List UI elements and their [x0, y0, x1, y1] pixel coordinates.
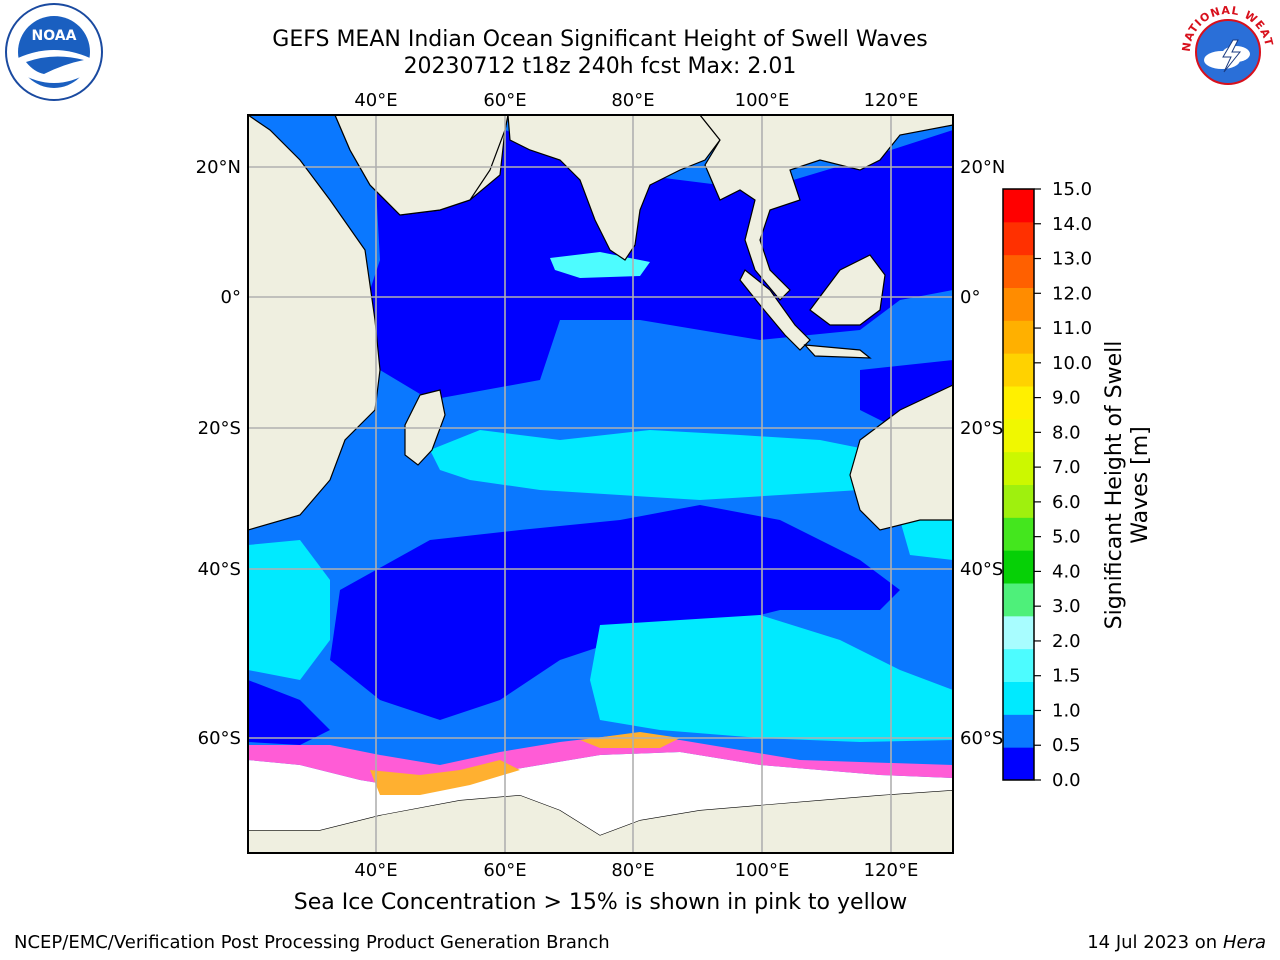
colorbar-segment — [1003, 517, 1034, 551]
colorbar-segment — [1003, 353, 1034, 387]
colorbar-tick-label: 0.0 — [1052, 770, 1081, 791]
swell-region-low-north — [360, 130, 953, 400]
colorbar-tick-label: 9.0 — [1052, 388, 1081, 409]
land-borneo — [809, 254, 886, 326]
colorbar-segment — [1003, 747, 1034, 781]
lon-tick-label-top: 40°E — [354, 90, 397, 111]
colorbar-tick-label: 1.5 — [1052, 666, 1081, 687]
noaa-logo: NOAA — [5, 3, 103, 101]
swell-region-low-south — [330, 505, 900, 720]
colorbar-tick-label: 3.0 — [1052, 596, 1081, 617]
noaa-logo-text: NOAA — [32, 28, 77, 44]
nws-logo: NATIONAL WEATHER SERVICE — [1178, 2, 1276, 100]
colorbar-label: Significant Height of Swell Waves [m] — [1102, 341, 1153, 630]
chart-subtitle: 20230712 t18z 240h fcst Max: 2.01 — [403, 54, 797, 79]
footer-date-text: 14 Jul 2023 on — [1087, 932, 1223, 953]
sea-ice-orange-patch — [370, 732, 680, 795]
lon-tick-label-bottom: 80°E — [611, 860, 654, 881]
colorbar-segment — [1003, 451, 1034, 485]
colorbar-tick-label: 7.0 — [1052, 457, 1081, 478]
colorbar-segment — [1003, 189, 1034, 223]
colorbar-label-line2: Waves [m] — [1128, 426, 1153, 543]
colorbar-segment — [1003, 254, 1034, 288]
lat-tick-label-left: 40°S — [198, 559, 241, 580]
colorbar-segment — [1003, 583, 1034, 617]
colorbar-segment — [1003, 418, 1034, 453]
land-java — [803, 344, 872, 359]
colorbar-segment — [1003, 648, 1034, 682]
colorbar-segment — [1003, 714, 1034, 748]
colorbar-tick-label: 12.0 — [1052, 283, 1092, 304]
colorbar-tick-label: 1.0 — [1052, 700, 1081, 721]
chart-title: GEFS MEAN Indian Ocean Significant Heigh… — [272, 27, 928, 52]
lat-tick-label-right: 60°S — [960, 728, 1003, 749]
colorbar-tick-label: 15.0 — [1052, 179, 1092, 200]
swell-region-low-southwest — [248, 680, 330, 745]
lon-tick-label-top: 120°E — [864, 90, 919, 111]
colorbar-tick-label: 10.0 — [1052, 353, 1092, 374]
colorbar-tick-label: 4.0 — [1052, 561, 1081, 582]
colorbar-tick-label: 13.0 — [1052, 249, 1092, 270]
colorbar-segment — [1003, 287, 1034, 321]
footer-credit: NCEP/EMC/Verification Post Processing Pr… — [14, 932, 610, 953]
sea-ice-white-zone — [248, 752, 953, 835]
colorbar-segment — [1003, 320, 1034, 354]
lat-tick-label-left: 0° — [221, 287, 241, 308]
colorbar-tick-label: 14.0 — [1052, 214, 1092, 235]
lat-tick-label-left: 20°S — [198, 418, 241, 439]
map-axis-labels: 40°E 40°E 60°E 60°E 80°E 80°E 100°E 100°E 120°E 1… — [196, 90, 1006, 881]
colorbar-tick-label: 2.0 — [1052, 631, 1081, 652]
land-sumatra — [739, 269, 811, 351]
lat-tick-label-right: 0° — [960, 287, 980, 308]
colorbar-label-line1: Significant Height of Swell — [1102, 341, 1127, 630]
colorbar-segment — [1003, 221, 1034, 256]
colorbar-segment — [1003, 484, 1034, 518]
swell-region-high-band — [430, 430, 870, 500]
lon-tick-label-bottom: 40°E — [354, 860, 397, 881]
lat-tick-label-right: 20°S — [960, 418, 1003, 439]
land-se-asia — [699, 115, 953, 301]
lon-tick-label-top: 100°E — [735, 90, 790, 111]
map-gridlines — [248, 115, 953, 853]
colorbar-segment — [1003, 386, 1034, 420]
map-frame — [247, 114, 954, 854]
lat-tick-label-left: 20°N — [196, 157, 241, 178]
colorbar-segment — [1003, 550, 1034, 584]
lat-tick-label-right: 40°S — [960, 559, 1003, 580]
colorbar-tick-label: 5.0 — [1052, 527, 1081, 548]
lon-tick-label-bottom: 60°E — [483, 860, 526, 881]
lat-tick-label-right: 20°N — [960, 157, 1005, 178]
swell-region-high-west — [248, 540, 330, 680]
colorbar: 0.0 0.5 1.0 1.5 2.0 3.0 4.0 5.0 6.0 7.0 8.0 9.0 10.0… — [1002, 179, 1092, 791]
colorbar-segment — [1003, 681, 1034, 715]
map-area — [248, 115, 953, 853]
land-australia — [849, 384, 953, 531]
lon-tick-label-bottom: 100°E — [735, 860, 790, 881]
colorbar-segment — [1003, 615, 1034, 650]
colorbar-tick-label: 0.5 — [1052, 735, 1081, 756]
lon-tick-label-bottom: 120°E — [864, 860, 919, 881]
lon-tick-label-top: 60°E — [483, 90, 526, 111]
lat-tick-label-left: 60°S — [198, 728, 241, 749]
colorbar-tick-label: 8.0 — [1052, 422, 1081, 443]
sea-ice-caption: Sea Ice Concentration > 15% is shown in … — [293, 890, 908, 915]
lon-tick-label-top: 80°E — [611, 90, 654, 111]
swell-region-high-east — [900, 515, 953, 560]
footer-date: 14 Jul 2023 on Hera — [1087, 932, 1266, 953]
colorbar-frame — [1002, 188, 1035, 781]
swell-region-high-southeast — [590, 615, 953, 742]
colorbar-tick-label: 11.0 — [1052, 318, 1092, 339]
footer-machine: Hera — [1222, 932, 1266, 953]
colorbar-tick-label: 6.0 — [1052, 492, 1081, 513]
